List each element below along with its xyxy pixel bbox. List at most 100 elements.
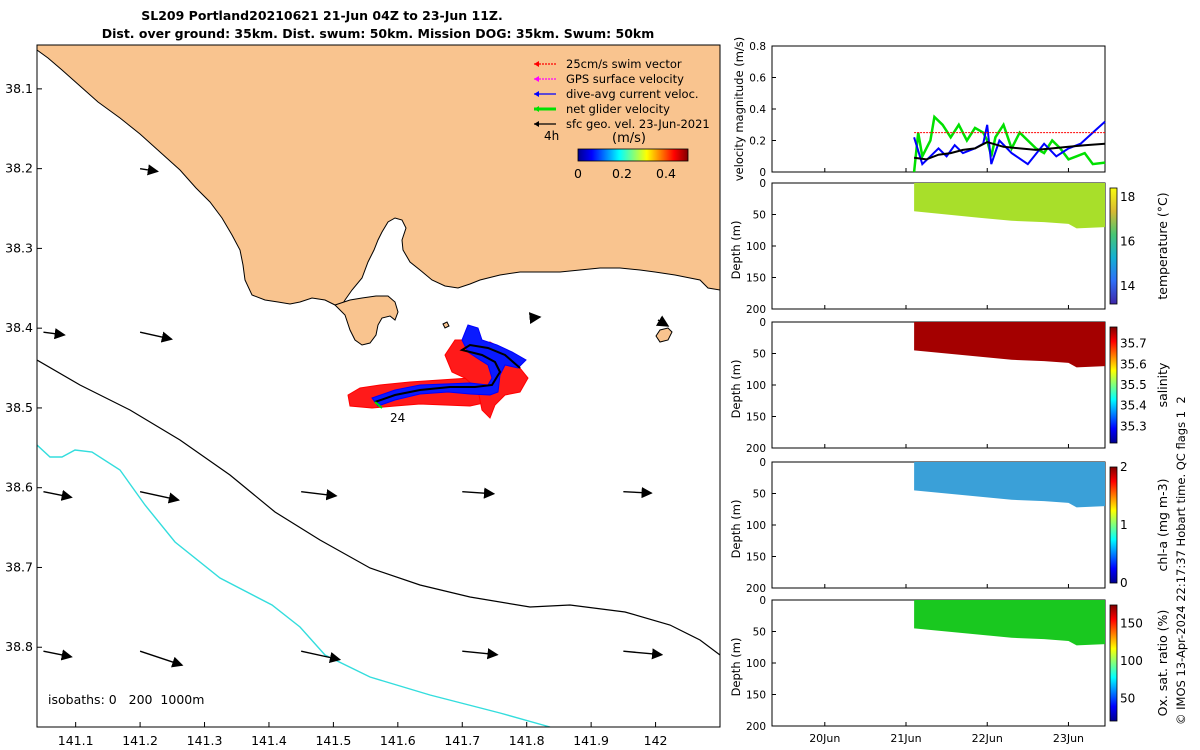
velocity-series-line — [912, 114, 1106, 173]
velocity-ytick-label: 0 — [759, 167, 766, 179]
lon-tick-label: 141.6 — [380, 733, 416, 748]
velocity-ytick-label: 0.6 — [749, 73, 766, 85]
colorbar-tick-label: 0.4 — [656, 166, 676, 181]
lon-tick-label: 141.3 — [187, 733, 223, 748]
lon-tick-label: 142 — [644, 733, 668, 748]
profile-panel: 0 50 100 150 200 Depth (m) 35.3 35.4 35.5 35.6 35.… — [729, 317, 1170, 455]
geo-vectors — [43, 164, 664, 668]
lat-tick-label: 38.4 — [5, 320, 33, 335]
velocity-series-line — [913, 141, 1106, 161]
lat-tick-label: 38.3 — [5, 240, 33, 255]
time-label: 4h — [544, 129, 559, 143]
depth-ylabel: Depth (m) — [729, 360, 743, 419]
legend-arrowhead — [534, 91, 539, 97]
depth-tick-label: 0 — [759, 178, 766, 190]
depth-tick-label: 0 — [759, 317, 766, 329]
velocity-ytick-label: 0.8 — [749, 41, 766, 53]
profile-colorbar-tick: 18 — [1120, 190, 1135, 204]
depth-ylabel: Depth (m) — [729, 638, 743, 697]
depth-tick-label: 50 — [753, 210, 766, 222]
depth-tick-label: 100 — [746, 520, 766, 532]
glider-track: 24 — [347, 324, 529, 425]
legend-label: net glider velocity — [566, 102, 670, 116]
profile-colorbar-tick: 35.7 — [1120, 337, 1147, 351]
depth-tick-label: 200 — [746, 721, 766, 733]
time-tick-label: 21Jun — [890, 732, 921, 745]
depth-tick-label: 200 — [746, 304, 766, 316]
geo-vector-arrow — [43, 328, 66, 340]
profile-colorbar-label: Ox. sat. ratio (%) — [1155, 610, 1170, 717]
profile-data-fill — [914, 322, 1105, 368]
legend-label: dive-avg current veloc. — [566, 87, 699, 101]
velocity-colorbar-ticks: 0 0.2 0.4 — [574, 166, 676, 181]
time-tick-label: 22Jun — [972, 732, 1003, 745]
depth-ylabel: Depth (m) — [729, 500, 743, 559]
lon-tick-label: 141.1 — [58, 733, 94, 748]
time-tick-label: 20Jun — [809, 732, 840, 745]
lat-tick-label: 38.6 — [5, 480, 33, 495]
profile-colorbar-tick: 35.3 — [1120, 419, 1147, 433]
net-vector-green — [374, 401, 383, 409]
time-axis: 20Jun 21Jun 22Jun 23Jun — [809, 168, 1084, 745]
geo-vector-arrow — [139, 650, 184, 668]
lon-axis: 141.1 141.2 141.3 141.4 141.5 141.6 141.7 141.8… — [58, 722, 668, 748]
profile-panel: 0 50 100 150 200 Depth (m) 14 16 18 temperature (… — [729, 178, 1170, 316]
geo-vector-arrow — [301, 650, 342, 664]
lon-tick-label: 141.8 — [509, 733, 545, 748]
velocity-colorbar — [577, 148, 689, 162]
profile-colorbar — [1109, 466, 1118, 584]
geo-vector-arrow — [623, 648, 664, 660]
geo-vector-arrow — [301, 489, 338, 501]
island-small — [442, 321, 450, 329]
title-line-1: SL209 Portland20210621 21-Jun 04Z to 23-… — [141, 8, 503, 23]
colorbar-tick-label: 0 — [574, 166, 582, 181]
profile-panel: 0 50 100 150 200 Depth (m) 0 1 2 chl-a (mg m-3) — [729, 457, 1170, 595]
island-east — [655, 327, 673, 343]
legend-arrowhead — [534, 106, 539, 112]
velocity-series — [912, 114, 1106, 173]
legend-arrowhead — [534, 61, 539, 67]
depth-tick-label: 100 — [746, 658, 766, 670]
lon-tick-label: 141.2 — [122, 733, 158, 748]
velocity-ytick-label: 0.2 — [749, 136, 766, 148]
depth-tick-label: 150 — [746, 690, 766, 702]
depth-tick-label: 50 — [753, 349, 766, 361]
profile-colorbar-tick: 16 — [1120, 235, 1135, 249]
marker-dot-2 — [655, 315, 670, 327]
geo-vector-arrow — [43, 489, 73, 501]
profile-colorbar-tick: 35.5 — [1120, 378, 1147, 392]
profile-data-fill — [914, 462, 1105, 508]
lon-tick-label: 141.7 — [444, 733, 480, 748]
colorbar-unit: (m/s) — [612, 131, 646, 146]
profile-panel: 0 50 100 150 200 Depth (m) 50 100 150 Ox. sat. ra… — [729, 595, 1170, 733]
lon-tick-label: 141.5 — [315, 733, 351, 748]
depth-tick-label: 0 — [759, 457, 766, 469]
velocity-ytick-label: 0.4 — [749, 104, 766, 116]
depth-tick-label: 0 — [759, 595, 766, 607]
net-track-black — [374, 343, 521, 403]
depth-tick-label: 200 — [746, 583, 766, 595]
depth-tick-label: 150 — [746, 552, 766, 564]
profile-colorbar-tick: 2 — [1120, 460, 1128, 474]
isobath-1000m — [37, 444, 551, 727]
legend-label: sfc geo. vel. 23-Jun-2021 — [566, 117, 710, 131]
velocity-panel: 0 0.2 0.4 0.6 0.8 velocity magnitude (m/s) — [732, 37, 1106, 181]
depth-tick-label: 100 — [746, 380, 766, 392]
profile-colorbar-label: temperature (°C) — [1155, 192, 1170, 299]
geo-vector-arrow — [139, 164, 159, 176]
lat-tick-label: 38.1 — [5, 81, 33, 96]
geo-vector-arrow — [462, 487, 496, 499]
geo-vector-arrow — [623, 487, 653, 499]
profile-colorbar-tick: 0 — [1120, 576, 1128, 590]
profile-colorbar-label: chl-a (mg m-3) — [1155, 479, 1170, 572]
profile-data-fill — [914, 183, 1105, 229]
profile-colorbar-tick: 35.4 — [1120, 399, 1147, 413]
title-line-2: Dist. over ground: 35km. Dist. swum: 50k… — [102, 26, 655, 41]
depth-tick-label: 50 — [753, 627, 766, 639]
depth-tick-label: 150 — [746, 412, 766, 424]
profile-colorbar-label: salinity — [1155, 362, 1170, 407]
velocity-series-line — [913, 120, 1106, 166]
depth-tick-label: 200 — [746, 443, 766, 455]
profile-colorbar-tick: 35.6 — [1120, 357, 1147, 371]
